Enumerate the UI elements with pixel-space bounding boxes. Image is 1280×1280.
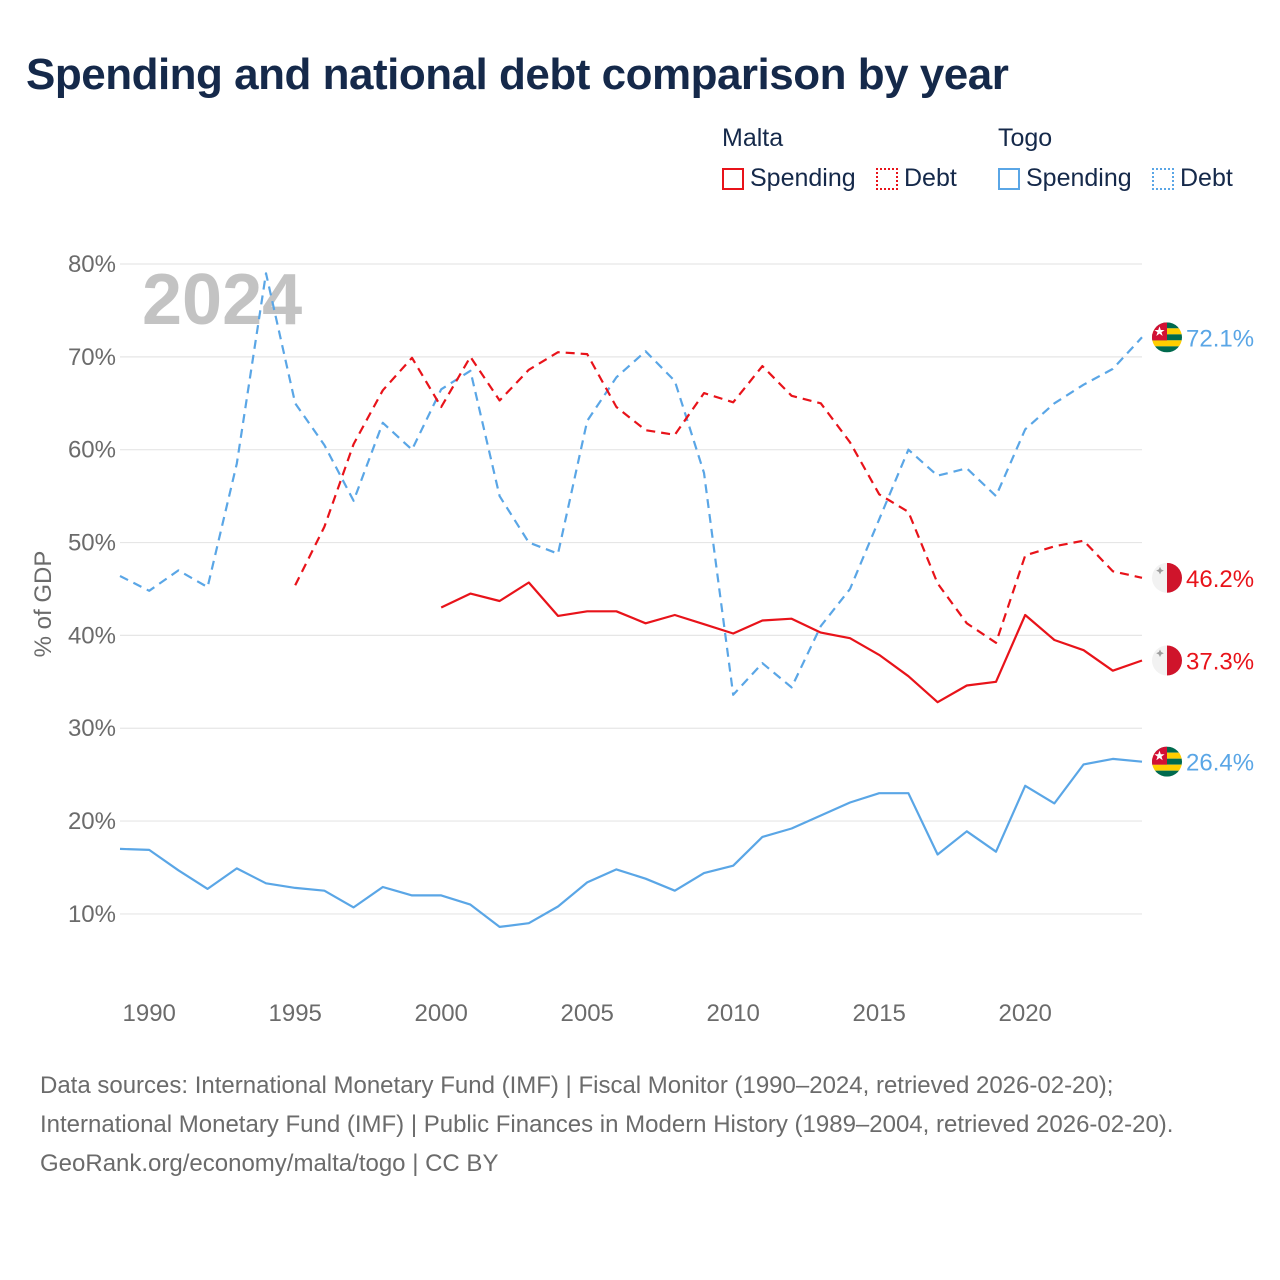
malta-flag-icon-2: [1152, 645, 1182, 676]
data-sources: Data sources: International Monetary Fun…: [40, 1072, 1174, 1138]
x-tick-label-2020: 2020: [999, 1000, 1052, 1027]
legend: Malta Togo Spending Debt Spending Debt: [722, 122, 1262, 202]
credit-link[interactable]: GeoRank.org/economy/malta/togo | CC BY: [40, 1150, 499, 1177]
y-tick-label-80: 80%: [68, 251, 116, 278]
footer: Data sources: International Monetary Fun…: [40, 1066, 1240, 1183]
legend-togo-spending-text: Spending: [1026, 164, 1132, 192]
togo-debt-swatch: [1152, 167, 1174, 190]
year-watermark: 2024: [142, 260, 302, 340]
togo-debt-end-label: 72.1%: [1186, 325, 1254, 352]
legend-item-malta-spending[interactable]: Spending: [722, 164, 856, 193]
x-tick-label-2000: 2000: [415, 1000, 468, 1027]
y-tick-label-10: 10%: [68, 901, 116, 928]
x-tick-label-2005: 2005: [561, 1000, 614, 1027]
legend-togo-debt-text: Debt: [1180, 164, 1233, 192]
legend-item-togo-debt[interactable]: Debt: [1152, 164, 1233, 193]
togo-debt-line: [119, 272, 1143, 696]
y-tick-label-70: 70%: [68, 344, 116, 371]
y-tick-label-50: 50%: [68, 530, 116, 557]
legend-togo-label: Togo: [998, 124, 1053, 152]
togo-flag-icon-0: [1152, 322, 1182, 353]
togo-spending-line: [119, 757, 1143, 928]
legend-item-togo-spending[interactable]: Spending: [998, 164, 1132, 193]
legend-item-malta-debt[interactable]: Debt: [876, 164, 957, 193]
malta-spending-end-label: 37.3%: [1186, 648, 1254, 675]
malta-debt-swatch: [876, 167, 898, 190]
legend-malta-debt-text: Debt: [904, 164, 957, 192]
malta-flag-icon-1: [1152, 562, 1182, 593]
y-tick-label-20: 20%: [68, 808, 116, 835]
x-tick-label-2015: 2015: [853, 1000, 906, 1027]
malta-debt-end-label: 46.2%: [1186, 566, 1254, 593]
x-tick-label-2010: 2010: [707, 1000, 760, 1027]
x-tick-label-1995: 1995: [269, 1000, 322, 1027]
malta-spending-swatch: [722, 167, 744, 190]
series-malta-spending: 37.3%: [440, 581, 1254, 704]
line-chart: 10% 20% 30% 40% 50% 60% 70% 80% 1990 1995 2000 2005…: [30, 251, 1254, 1027]
x-tick-label-1990: 1990: [123, 1000, 176, 1027]
malta-debt-line: [294, 351, 1143, 644]
malta-spending-line: [440, 581, 1143, 704]
togo-flag-icon-3: [1152, 746, 1182, 777]
series-togo-debt: 72.1%: [119, 272, 1254, 696]
y-tick-label-60: 60%: [68, 437, 116, 464]
legend-malta-label: Malta: [722, 124, 784, 152]
y-tick-label-30: 30%: [68, 715, 116, 742]
togo-spending-end-label: 26.4%: [1186, 750, 1254, 777]
togo-spending-swatch: [998, 167, 1020, 190]
series-malta-debt: 46.2%: [294, 351, 1254, 644]
chart-title: Spending and national debt comparison by…: [26, 50, 1009, 99]
y-axis-label: % of GDP: [30, 551, 57, 658]
legend-malta-spending-text: Spending: [750, 164, 856, 192]
y-tick-label-40: 40%: [68, 622, 116, 649]
series-togo-spending: 26.4%: [119, 750, 1254, 928]
